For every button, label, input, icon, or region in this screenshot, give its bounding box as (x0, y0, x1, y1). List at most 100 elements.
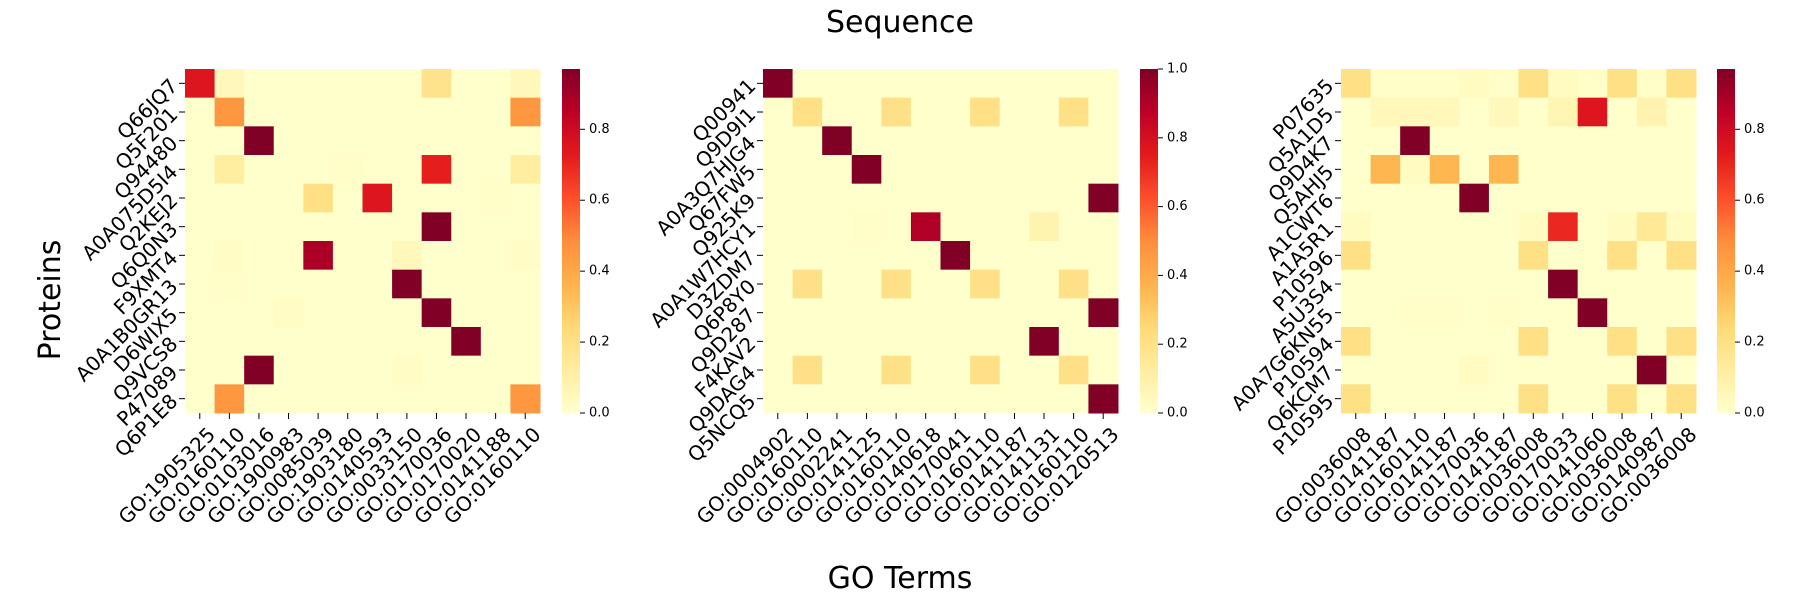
heatmap-cell (1577, 384, 1608, 414)
heatmap-cell (332, 126, 363, 156)
heatmap-cell (1666, 212, 1697, 242)
heatmap-cell (1548, 241, 1579, 271)
heatmap-cell (303, 298, 334, 328)
heatmap-cell (1548, 384, 1579, 414)
heatmap-cell (185, 183, 216, 213)
heatmap-cell (244, 126, 275, 156)
heatmap-cell (1488, 97, 1519, 127)
heatmap-cell (1341, 384, 1372, 414)
heatmap-cell (851, 155, 882, 185)
heatmap-cell (970, 212, 1001, 242)
heatmap-cell (1058, 212, 1089, 242)
colorbar-tick-label: 0.6 (1744, 193, 1765, 208)
heatmap-cell (970, 298, 1001, 328)
heatmap-cell (273, 298, 304, 328)
heatmap-cell (392, 212, 423, 242)
heatmap-cell (451, 269, 482, 299)
heatmap-cell (362, 241, 393, 271)
heatmap-cell (1370, 327, 1401, 357)
heatmap-cell (763, 155, 794, 185)
heatmap-cell (1370, 212, 1401, 242)
heatmap-cell (421, 327, 452, 357)
heatmap-cell (214, 97, 245, 127)
heatmap-cell (1488, 327, 1519, 357)
heatmap-cell (1548, 327, 1579, 357)
heatmap-cell (1058, 241, 1089, 271)
heatmap-cell (510, 327, 541, 357)
heatmap-cell (480, 97, 511, 127)
heatmap-cell (510, 69, 541, 99)
heatmap-cell (851, 269, 882, 299)
heatmap-cell (1058, 155, 1089, 185)
heatmap-cell (480, 384, 511, 414)
heatmap-cell (1370, 155, 1401, 185)
heatmap-cell (792, 69, 823, 99)
heatmap-cell (185, 298, 216, 328)
heatmap-cell (1370, 241, 1401, 271)
heatmap-cell (910, 183, 941, 213)
heatmap-cell (214, 327, 245, 357)
heatmap-cell (1488, 269, 1519, 299)
heatmap-cell (1088, 355, 1119, 385)
heatmap-cell (1607, 69, 1638, 99)
heatmap-cell (1370, 298, 1401, 328)
heatmap-cell (881, 183, 912, 213)
heatmap-cell (1636, 183, 1667, 213)
heatmap-cell (332, 212, 363, 242)
heatmap-cell (1548, 269, 1579, 299)
heatmap-cell (1429, 183, 1460, 213)
heatmap-cell (1341, 269, 1372, 299)
heatmap-cell (1029, 155, 1060, 185)
heatmap-cell (273, 126, 304, 156)
heatmap-cell (510, 126, 541, 156)
heatmap-cell (1429, 212, 1460, 242)
heatmap-cell (970, 155, 1001, 185)
heatmap-panel-1: Q66JQ7Q5F201Q94480A0A075D5I4Q2KEJ2Q6Q0N3… (71, 69, 610, 529)
heatmap-cell (1518, 183, 1549, 213)
heatmap-cell (1400, 355, 1431, 385)
heatmap-cell (940, 69, 971, 99)
heatmap-cell (1666, 97, 1697, 127)
heatmap-cell (1459, 183, 1490, 213)
heatmap-cell (999, 384, 1030, 414)
heatmap-cell (792, 384, 823, 414)
heatmap-cell (451, 69, 482, 99)
heatmap-cell (940, 126, 971, 156)
heatmap-cell (1058, 69, 1089, 99)
heatmap-cell (1636, 97, 1667, 127)
heatmap-cell (362, 355, 393, 385)
heatmap-cell (451, 212, 482, 242)
heatmap-cell (1400, 384, 1431, 414)
heatmap-cell (1636, 269, 1667, 299)
heatmap-cell (792, 155, 823, 185)
heatmap-cell (214, 212, 245, 242)
heatmap-cell (480, 355, 511, 385)
heatmap-cell (1666, 384, 1697, 414)
heatmap-cell (303, 212, 334, 242)
heatmap-cell (1058, 298, 1089, 328)
heatmap-cell (999, 126, 1030, 156)
heatmap-cell (1088, 69, 1119, 99)
heatmap-cell (244, 97, 275, 127)
heatmap-cell (851, 126, 882, 156)
heatmap-cell (244, 69, 275, 99)
heatmap-cell (273, 97, 304, 127)
heatmap-cell (851, 241, 882, 271)
heatmap-cell (1400, 155, 1431, 185)
heatmap-cell (303, 384, 334, 414)
heatmap-cell (480, 155, 511, 185)
heatmap-cell (214, 269, 245, 299)
heatmap-cell (1459, 126, 1490, 156)
heatmap-cell (910, 212, 941, 242)
heatmap-cell (1370, 183, 1401, 213)
heatmap-cell (185, 212, 216, 242)
colorbar (1717, 69, 1735, 413)
heatmap-cell (1518, 97, 1549, 127)
heatmap-cell (303, 155, 334, 185)
heatmap-cell (451, 327, 482, 357)
heatmap-cell (1518, 355, 1549, 385)
y-axis-label: Proteins (33, 240, 68, 361)
heatmap-cell (910, 355, 941, 385)
heatmap-cell (940, 327, 971, 357)
heatmap-cell (881, 327, 912, 357)
